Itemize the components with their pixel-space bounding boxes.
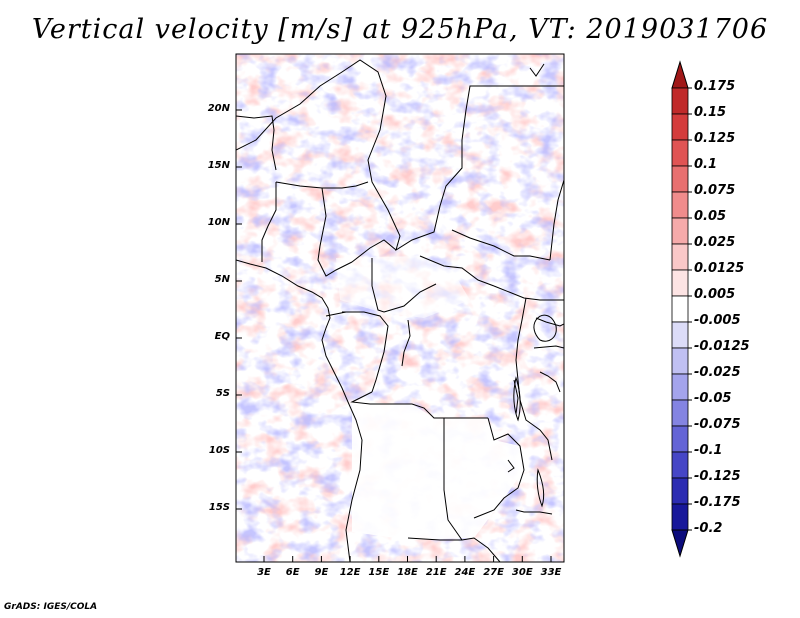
- colorbar-segment: [671, 503, 689, 531]
- colorbar-label: 0.175: [694, 79, 736, 94]
- chart-title: Vertical velocity [m/s] at 925hPa, VT: 2…: [31, 14, 769, 45]
- lat-label: 20N: [207, 103, 230, 114]
- lon-label: 24E: [454, 567, 476, 578]
- colorbar-segment: [671, 191, 689, 219]
- colorbar-segment: [671, 269, 689, 297]
- lon-label: 30E: [511, 567, 533, 578]
- colorbar-label: -0.005: [694, 313, 741, 328]
- lat-label: 10S: [208, 445, 230, 456]
- colorbar-segment: [671, 347, 689, 375]
- lon-label: 12E: [339, 567, 361, 578]
- colorbar-label: -0.075: [694, 417, 741, 432]
- colorbar-segment: [671, 295, 689, 323]
- colorbar-segment: [671, 87, 689, 115]
- colorbar-label: -0.2: [694, 521, 723, 536]
- colorbar-segment: [671, 139, 689, 167]
- colorbar-label: -0.025: [694, 365, 741, 380]
- lon-label: 18E: [397, 567, 418, 578]
- colorbar-label: -0.05: [694, 391, 732, 406]
- colorbar-segment: [671, 451, 689, 479]
- colorbar-segment: [671, 217, 689, 245]
- lat-label: 15S: [208, 502, 230, 513]
- lat-label: EQ: [214, 331, 230, 342]
- colorbar-top-arrow: [671, 60, 689, 89]
- lon-label: 21E: [425, 567, 447, 578]
- lat-label: 15N: [207, 160, 230, 171]
- colorbar-segment: [671, 399, 689, 427]
- colorbar-label: -0.1: [694, 443, 723, 458]
- lon-label: 6E: [285, 567, 300, 578]
- colorbar-label: 0.15: [694, 105, 727, 120]
- colorbar-label: 0.05: [694, 209, 727, 224]
- colorbar-label: 0.0125: [694, 261, 745, 276]
- lat-label: 10N: [207, 217, 230, 228]
- colorbar-segment: [671, 165, 689, 193]
- colorbar: [671, 60, 692, 558]
- lat-label: 5S: [215, 388, 230, 399]
- colorbar-label: 0.025: [694, 235, 736, 250]
- colorbar-segment: [671, 113, 689, 141]
- colorbar-segment: [671, 321, 689, 349]
- colorbar-segment: [671, 373, 689, 401]
- colorbar-label: 0.075: [694, 183, 736, 198]
- grads-credit: GrADS: IGES/COLA: [4, 602, 98, 612]
- axis-ticks: [236, 109, 552, 562]
- colorbar-segment: [671, 243, 689, 271]
- map-frame: [235, 53, 565, 563]
- lat-label: 5N: [214, 274, 230, 285]
- lon-label: 3E: [257, 567, 271, 578]
- colorbar-segment: [671, 477, 689, 505]
- lon-label: 15E: [368, 567, 390, 578]
- colorbar-label: 0.005: [694, 287, 736, 302]
- colorbar-label: 0.1: [694, 157, 718, 172]
- lon-label: 33E: [540, 567, 562, 578]
- colorbar-segment: [671, 425, 689, 453]
- lon-label: 9E: [314, 567, 329, 578]
- colorbar-label: -0.125: [694, 469, 741, 484]
- colorbar-label: -0.0125: [694, 339, 750, 354]
- lakes: [513, 314, 557, 508]
- velocity-field: [236, 54, 564, 562]
- lon-label: 27E: [483, 567, 504, 578]
- colorbar-label: 0.125: [694, 131, 736, 146]
- colorbar-label: -0.175: [694, 495, 741, 510]
- colorbar-bottom-arrow: [671, 529, 689, 558]
